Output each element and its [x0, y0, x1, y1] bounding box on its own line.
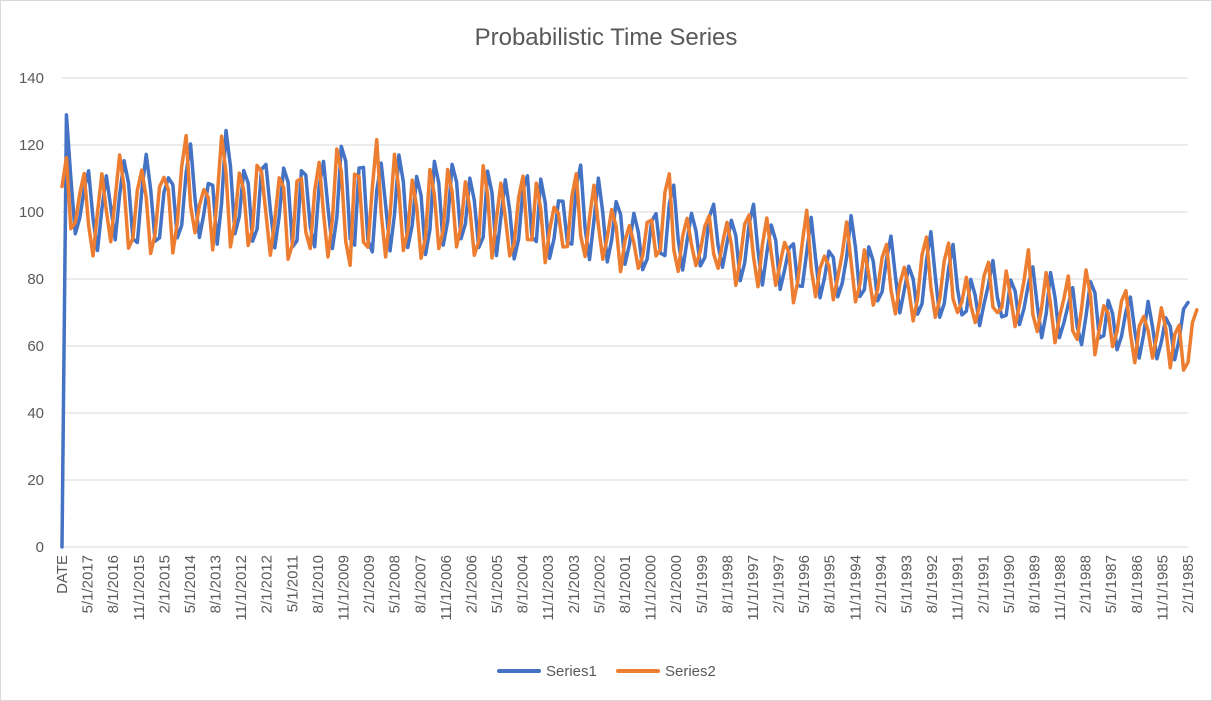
y-tick-label: 100 — [19, 204, 44, 221]
y-tick-label: 120 — [19, 137, 44, 154]
x-tick-label: 8/1/1998 — [719, 555, 736, 613]
x-tick-label: 2/1/2003 — [566, 555, 583, 613]
y-tick-label: 140 — [19, 70, 44, 87]
x-tick-label: 2/1/1991 — [975, 555, 992, 613]
x-tick-label: 11/1/1994 — [847, 555, 864, 621]
x-tick-label: 8/1/2007 — [412, 555, 429, 613]
x-tick-label: 2/1/1985 — [1180, 555, 1197, 613]
y-tick-label: 20 — [27, 472, 44, 489]
x-tick-label: 2/1/2009 — [361, 555, 378, 613]
x-tick-label: 5/1/2017 — [80, 555, 97, 613]
legend-label-series1: Series1 — [546, 663, 597, 680]
y-axis-tick-labels: 0 20 40 60 80 100 120 140 — [19, 70, 44, 556]
x-tick-label: 2/1/2006 — [463, 555, 480, 613]
x-tick-label: 5/1/2014 — [182, 555, 199, 613]
x-tick-label: 8/1/2016 — [105, 555, 122, 613]
x-tick-label: 11/1/2015 — [131, 555, 148, 621]
x-tick-label: 8/1/2004 — [515, 555, 532, 613]
x-tick-label: 8/1/2010 — [310, 555, 327, 613]
y-tick-label: 60 — [27, 338, 44, 355]
x-axis-tick-labels: DATE 5/1/2017 8/1/2016 11/1/2015 2/1/2015 5/1… — [54, 555, 1197, 621]
x-tick-label: 8/1/1986 — [1129, 555, 1146, 613]
x-tick-label: 8/1/1989 — [1026, 555, 1043, 613]
series-line-series1 — [60, 113, 1190, 549]
x-tick-label: 11/1/1997 — [745, 555, 762, 621]
y-tick-label: 0 — [36, 539, 44, 556]
x-tick-label: 5/1/1987 — [1103, 555, 1120, 613]
x-tick-label: 2/1/1994 — [873, 555, 890, 613]
x-tick-label: 11/1/1985 — [1154, 555, 1171, 621]
x-tick-label: 11/1/2009 — [336, 555, 353, 621]
x-tick-label: 5/1/1999 — [694, 555, 711, 613]
x-tick-label: 11/1/1991 — [950, 555, 967, 621]
x-tick-label: 2/1/1988 — [1078, 555, 1095, 613]
x-tick-label: 8/1/2001 — [617, 555, 634, 613]
x-tick-label: 2/1/2012 — [259, 555, 276, 613]
x-tick-label: 5/1/2011 — [284, 555, 301, 612]
x-tick-label: 5/1/2008 — [387, 555, 404, 613]
x-tick-label: DATE — [54, 555, 71, 594]
gridlines — [62, 77, 1188, 481]
x-tick-label: 11/1/1988 — [1052, 555, 1069, 621]
x-tick-label: 2/1/2015 — [156, 555, 173, 613]
x-tick-label: 11/1/2003 — [540, 555, 557, 621]
x-tick-label: 11/1/2000 — [643, 555, 660, 621]
series-line-series2 — [60, 133, 1199, 372]
y-tick-label: 40 — [27, 405, 44, 422]
x-tick-label: 11/1/2006 — [438, 555, 455, 621]
x-tick-label: 5/1/2002 — [591, 555, 608, 613]
x-tick-label: 5/1/1990 — [1001, 555, 1018, 613]
x-tick-label: 8/1/2013 — [208, 555, 225, 613]
x-tick-label: 5/1/1996 — [796, 555, 813, 613]
legend-label-series2: Series2 — [665, 663, 716, 680]
x-tick-label: 8/1/1992 — [924, 555, 941, 613]
x-tick-label: 5/1/2005 — [489, 555, 506, 613]
y-tick-label: 80 — [27, 271, 44, 288]
x-tick-label: 11/1/2012 — [233, 555, 250, 621]
series-lines — [60, 113, 1199, 549]
legend: Series1 Series2 — [497, 663, 716, 680]
x-tick-label: 8/1/1995 — [822, 555, 839, 613]
x-tick-label: 5/1/1993 — [899, 555, 916, 613]
chart-title: Probabilistic Time Series — [475, 24, 738, 51]
x-tick-label: 2/1/2000 — [668, 555, 685, 613]
x-tick-label: 2/1/1997 — [771, 555, 788, 613]
